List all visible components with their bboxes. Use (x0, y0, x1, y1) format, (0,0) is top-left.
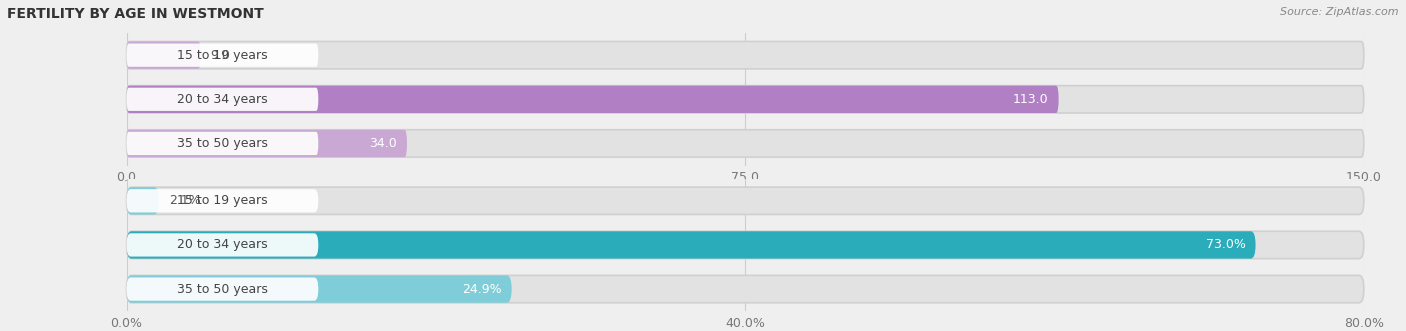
Text: 20 to 34 years: 20 to 34 years (177, 238, 267, 252)
Text: 2.1%: 2.1% (169, 194, 201, 207)
Text: 20 to 34 years: 20 to 34 years (177, 93, 267, 106)
FancyBboxPatch shape (127, 231, 1364, 259)
FancyBboxPatch shape (127, 189, 318, 213)
FancyBboxPatch shape (127, 86, 1059, 113)
FancyBboxPatch shape (127, 275, 512, 303)
FancyBboxPatch shape (127, 231, 1256, 259)
Text: 24.9%: 24.9% (463, 283, 502, 296)
FancyBboxPatch shape (127, 130, 1364, 157)
FancyBboxPatch shape (127, 275, 1364, 303)
Text: 35 to 50 years: 35 to 50 years (177, 283, 269, 296)
Text: Source: ZipAtlas.com: Source: ZipAtlas.com (1281, 7, 1399, 17)
Text: 35 to 50 years: 35 to 50 years (177, 137, 269, 150)
Text: 15 to 19 years: 15 to 19 years (177, 49, 267, 62)
FancyBboxPatch shape (127, 44, 318, 67)
FancyBboxPatch shape (127, 41, 1364, 69)
FancyBboxPatch shape (127, 130, 406, 157)
FancyBboxPatch shape (127, 88, 318, 111)
Text: 34.0: 34.0 (370, 137, 396, 150)
Text: 15 to 19 years: 15 to 19 years (177, 194, 267, 207)
Text: 73.0%: 73.0% (1206, 238, 1246, 252)
FancyBboxPatch shape (127, 233, 318, 257)
FancyBboxPatch shape (127, 277, 318, 301)
Text: FERTILITY BY AGE IN WESTMONT: FERTILITY BY AGE IN WESTMONT (7, 7, 264, 21)
Text: 113.0: 113.0 (1014, 93, 1049, 106)
Text: 9.0: 9.0 (211, 49, 231, 62)
FancyBboxPatch shape (127, 187, 1364, 214)
FancyBboxPatch shape (127, 86, 1364, 113)
FancyBboxPatch shape (127, 132, 318, 155)
FancyBboxPatch shape (127, 41, 201, 69)
FancyBboxPatch shape (127, 187, 159, 214)
